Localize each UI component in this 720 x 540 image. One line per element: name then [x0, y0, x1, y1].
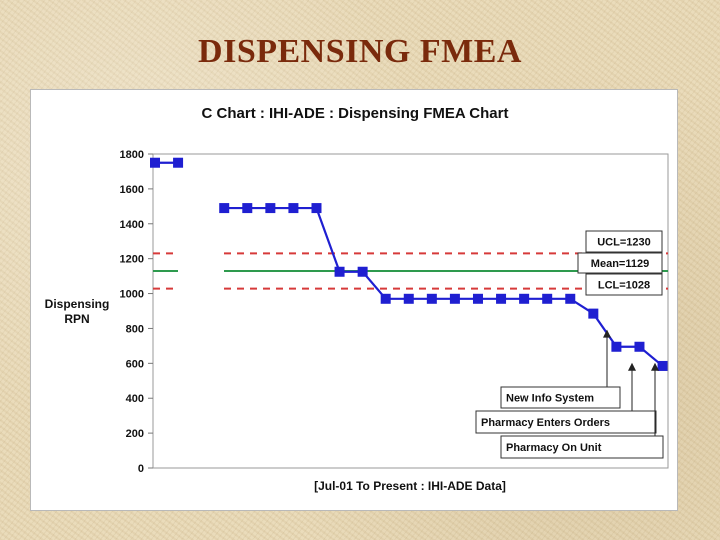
data-point	[588, 308, 599, 319]
y-axis-label-line2: RPN	[64, 312, 89, 326]
data-point	[403, 293, 414, 304]
data-point	[150, 157, 160, 168]
annotation-label: Pharmacy Enters Orders	[481, 417, 610, 429]
data-point	[565, 293, 576, 304]
data-point	[449, 293, 460, 304]
annotation-box	[500, 386, 621, 409]
data-point	[334, 266, 345, 277]
data-point	[265, 203, 276, 214]
control-label-box	[585, 230, 663, 253]
y-tick-label: 1800	[120, 149, 144, 161]
annotation-arrow-head	[628, 362, 636, 371]
chart-panel: C Chart : IHI-ADE : Dispensing FMEA Char…	[30, 89, 678, 511]
control-label: Mean=1129	[591, 258, 649, 270]
control-label: UCL=1230	[597, 237, 651, 249]
annotation-arrow-head	[603, 329, 611, 338]
y-axis-label-line1: Dispensing	[45, 297, 110, 311]
chart-title: C Chart : IHI-ADE : Dispensing FMEA Char…	[202, 105, 509, 122]
control-label-box	[577, 252, 663, 274]
y-tick-label: 1400	[120, 219, 144, 231]
c-chart: C Chart : IHI-ADE : Dispensing FMEA Char…	[45, 105, 669, 493]
data-point	[472, 293, 483, 304]
data-point	[288, 203, 299, 214]
data-point	[380, 293, 391, 304]
annotation-box	[500, 435, 664, 459]
data-point	[219, 203, 230, 214]
plot-area	[152, 153, 669, 469]
y-tick-label: 1600	[120, 184, 144, 196]
data-point	[519, 293, 530, 304]
annotation-arrow-head	[651, 362, 659, 371]
control-label: LCL=1028	[598, 280, 650, 292]
y-tick-label: 800	[126, 323, 144, 335]
data-point	[242, 203, 253, 214]
data-point	[634, 341, 645, 352]
y-tick-label: 400	[126, 393, 144, 405]
annotation-label: New Info System	[506, 393, 594, 405]
y-tick-label: 200	[126, 428, 144, 440]
annotation-label: Pharmacy On Unit	[506, 442, 602, 454]
data-point	[357, 266, 368, 277]
control-label-box	[585, 273, 663, 296]
annotation-box	[475, 410, 657, 434]
data-point	[311, 203, 322, 214]
data-point	[611, 341, 622, 352]
y-tick-label: 0	[138, 463, 144, 475]
data-point	[496, 293, 507, 304]
data-point	[542, 293, 553, 304]
y-tick-label: 1000	[120, 289, 144, 301]
y-tick-label: 600	[126, 358, 144, 370]
y-tick-label: 1200	[120, 254, 144, 266]
slide-title: DISPENSING FMEA	[198, 33, 522, 70]
data-point	[173, 157, 184, 168]
x-axis-label: [Jul-01 To Present : IHI-ADE Data]	[314, 479, 506, 493]
data-point	[657, 360, 668, 371]
data-point	[426, 293, 437, 304]
